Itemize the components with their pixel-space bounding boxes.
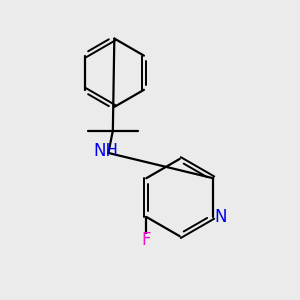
Text: N: N bbox=[214, 208, 227, 226]
Text: NH: NH bbox=[93, 142, 118, 160]
Text: F: F bbox=[142, 231, 151, 249]
